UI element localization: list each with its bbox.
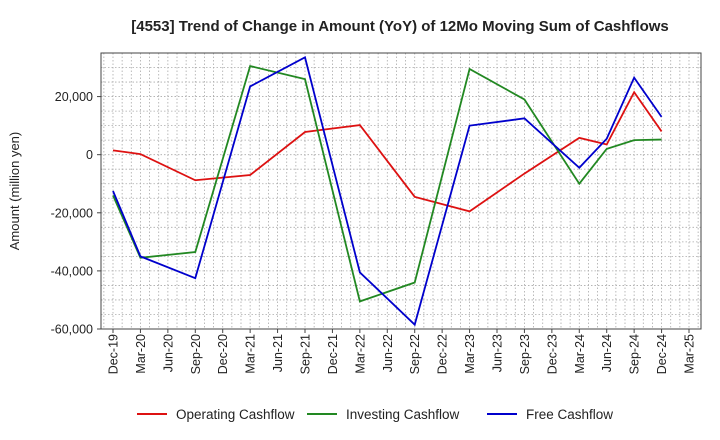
- legend: Operating Cashflow Investing Cashflow Free…: [137, 407, 613, 422]
- series-lines: [112, 56, 663, 327]
- x-tick-label: Jun-24: [600, 334, 614, 372]
- legend-label-3: Free Cashflow: [526, 407, 613, 422]
- x-tick-label: Mar-24: [573, 334, 587, 374]
- y-tick-label: -60,000: [51, 323, 93, 337]
- x-tick-label: Mar-23: [463, 334, 477, 374]
- chart-title: [4553] Trend of Change in Amount (YoY) o…: [131, 18, 669, 35]
- x-tick-label: Dec-20: [216, 334, 230, 374]
- x-tick-label: Sep-20: [189, 334, 203, 374]
- x-tick-label: Dec-23: [545, 334, 559, 374]
- legend-label-1: Operating Cashflow: [176, 407, 295, 422]
- x-tick-label: Jun-22: [381, 334, 395, 372]
- x-tick-label: Jun-20: [161, 334, 175, 372]
- x-tick-label: Mar-25: [683, 334, 697, 374]
- y-axis-label: Amount (million yen): [7, 132, 22, 251]
- series-line-2: [112, 64, 662, 303]
- x-tick-label: Dec-21: [326, 334, 340, 374]
- series-line-3: [112, 56, 663, 327]
- plot-frame: [100, 52, 702, 330]
- x-tick-label: Dec-19: [107, 334, 121, 374]
- x-tick-label: Sep-24: [628, 334, 642, 374]
- x-tick-label: Jun-23: [491, 334, 505, 372]
- x-tick-label: Sep-21: [299, 334, 313, 374]
- series-line-1: [112, 90, 663, 213]
- y-tick-labels: -60,000 -40,000 -20,000 0 20,000: [51, 90, 101, 337]
- x-tick-label: Mar-20: [134, 334, 148, 374]
- grid-lines: [101, 53, 701, 329]
- x-tick-label: Mar-21: [244, 334, 258, 374]
- y-tick-label: -20,000: [51, 206, 93, 220]
- x-tick-label: Sep-23: [518, 334, 532, 374]
- x-tick-label: Jun-21: [271, 334, 285, 372]
- y-tick-label: 20,000: [55, 90, 93, 104]
- y-tick-label: -40,000: [51, 264, 93, 278]
- x-tick-label: Sep-22: [408, 334, 422, 374]
- x-tick-labels: Dec-19 Mar-20 Jun-20 Sep-20 Dec-20 Mar-21 Jun-…: [107, 329, 697, 374]
- x-tick-label: Dec-24: [655, 334, 669, 374]
- y-tick-label: 0: [86, 148, 93, 162]
- legend-label-2: Investing Cashflow: [346, 407, 460, 422]
- x-tick-label: Dec-22: [436, 334, 450, 374]
- x-tick-label: Mar-22: [353, 334, 367, 374]
